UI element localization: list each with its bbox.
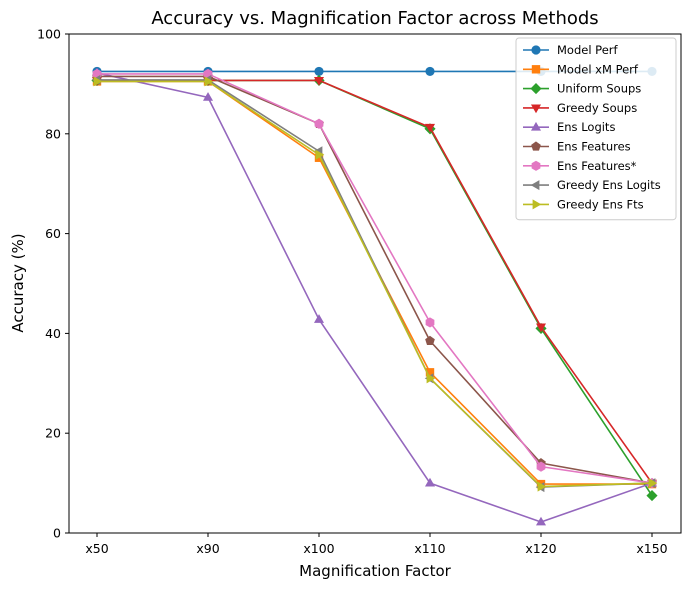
- x-tick-label: x150: [636, 541, 667, 556]
- legend-marker: [530, 83, 542, 95]
- legend-label: Model Perf: [557, 43, 619, 57]
- data-point-uniform-soups-x150: [646, 490, 658, 502]
- data-point-greedy-soups-x100: [313, 77, 325, 86]
- data-point-ens-logits-x100: [313, 314, 325, 323]
- y-tick-label: 80: [45, 126, 61, 141]
- legend-label: Ens Features: [557, 140, 631, 154]
- data-point-model-perf-x100: [314, 66, 324, 77]
- data-point-greedy-ens-fts-x90: [204, 76, 214, 87]
- legend-item-ens-features: Ens Features: [523, 140, 631, 154]
- legend-marker: [530, 180, 540, 191]
- y-tick-label: 40: [45, 326, 61, 341]
- series-line-ens-logits: [96, 72, 653, 523]
- data-point-greedy-ens-fts-x150: [648, 478, 658, 489]
- x-tick-label: x100: [303, 541, 334, 556]
- x-tick-label: x50: [85, 541, 108, 556]
- x-axis: x50 x90 x100 x110 x120 x150: [85, 533, 668, 556]
- x-axis-label: Magnification Factor: [299, 562, 451, 580]
- data-point-ens-features-star-x120: [536, 461, 546, 472]
- legend-item-greedy-soups: Greedy Soups: [523, 101, 637, 115]
- data-point-greedy-soups-x120: [535, 323, 547, 333]
- y-tick-label: 20: [45, 426, 61, 441]
- legend-marker: [530, 121, 542, 131]
- legend-label: Ens Logits: [557, 120, 615, 134]
- plot-area: [91, 66, 658, 526]
- data-point-ens-logits-x120: [535, 516, 547, 526]
- data-point-greedy-ens-fts-x110: [426, 373, 436, 384]
- legend-item-model-xm-perf: Model xM Perf: [523, 62, 639, 76]
- data-point-model-perf-x110: [425, 66, 435, 77]
- legend-item-greedy-ens-logits: Greedy Ens Logits: [523, 178, 661, 192]
- legend-item-ens-features-star: Ens Features*: [523, 159, 637, 173]
- legend-item-ens-logits: Ens Logits: [523, 120, 615, 134]
- series-line-greedy-ens-fts: [97, 80, 653, 488]
- legend-label: Uniform Soups: [557, 82, 641, 96]
- data-point-greedy-soups-x110: [424, 123, 436, 133]
- data-point-greedy-ens-fts-x50: [93, 76, 103, 87]
- legend-label: Model xM Perf: [557, 62, 639, 76]
- data-point-ens-logits-x110: [424, 477, 436, 487]
- y-tick-label: 0: [53, 526, 61, 541]
- series-line-ens-features-star: [97, 73, 653, 484]
- legend-marker: [531, 65, 541, 74]
- legend-marker: [531, 141, 541, 151]
- chart-title: Accuracy vs. Magnification Factor across…: [151, 8, 598, 29]
- y-axis-label: Accuracy (%): [9, 233, 27, 332]
- data-point-ens-features-star-x110: [425, 317, 435, 328]
- series-line-ens-features: [97, 75, 653, 484]
- y-axis: 0 20 40 60 80 100: [37, 27, 69, 541]
- series-greedy-ens-fts: [93, 76, 658, 492]
- y-tick-label: 100: [37, 27, 61, 42]
- plot-frame: [68, 33, 682, 534]
- legend-label: Greedy Soups: [557, 101, 637, 115]
- legend-marker: [530, 104, 542, 114]
- legend-marker: [532, 199, 542, 210]
- data-point-greedy-ens-fts-x120: [537, 481, 547, 492]
- legend: Model Perf Model xM Perf Uniform Soups Gree…: [515, 37, 677, 221]
- legend-item-uniform-soups: Uniform Soups: [523, 82, 641, 96]
- data-point-ens-logits-x90: [202, 92, 214, 101]
- legend-box: [515, 37, 677, 221]
- y-tick-label: 60: [45, 226, 61, 241]
- legend-item-model-perf: Model Perf: [523, 43, 619, 57]
- legend-label: Greedy Ens Fts: [557, 197, 644, 211]
- x-tick-label: x90: [196, 541, 219, 556]
- legend-marker: [531, 160, 541, 171]
- legend-label: Greedy Ens Logits: [557, 178, 661, 192]
- x-tick-label: x120: [525, 541, 556, 556]
- legend-marker: [531, 45, 541, 55]
- data-point-ens-features-star-x100: [314, 118, 324, 129]
- legend-item-greedy-ens-fts: Greedy Ens Fts: [523, 197, 644, 211]
- legend-label: Ens Features*: [557, 159, 637, 173]
- x-tick-label: x110: [414, 541, 445, 556]
- data-point-ens-features-x110: [425, 335, 435, 346]
- data-point-greedy-ens-fts-x100: [315, 149, 325, 160]
